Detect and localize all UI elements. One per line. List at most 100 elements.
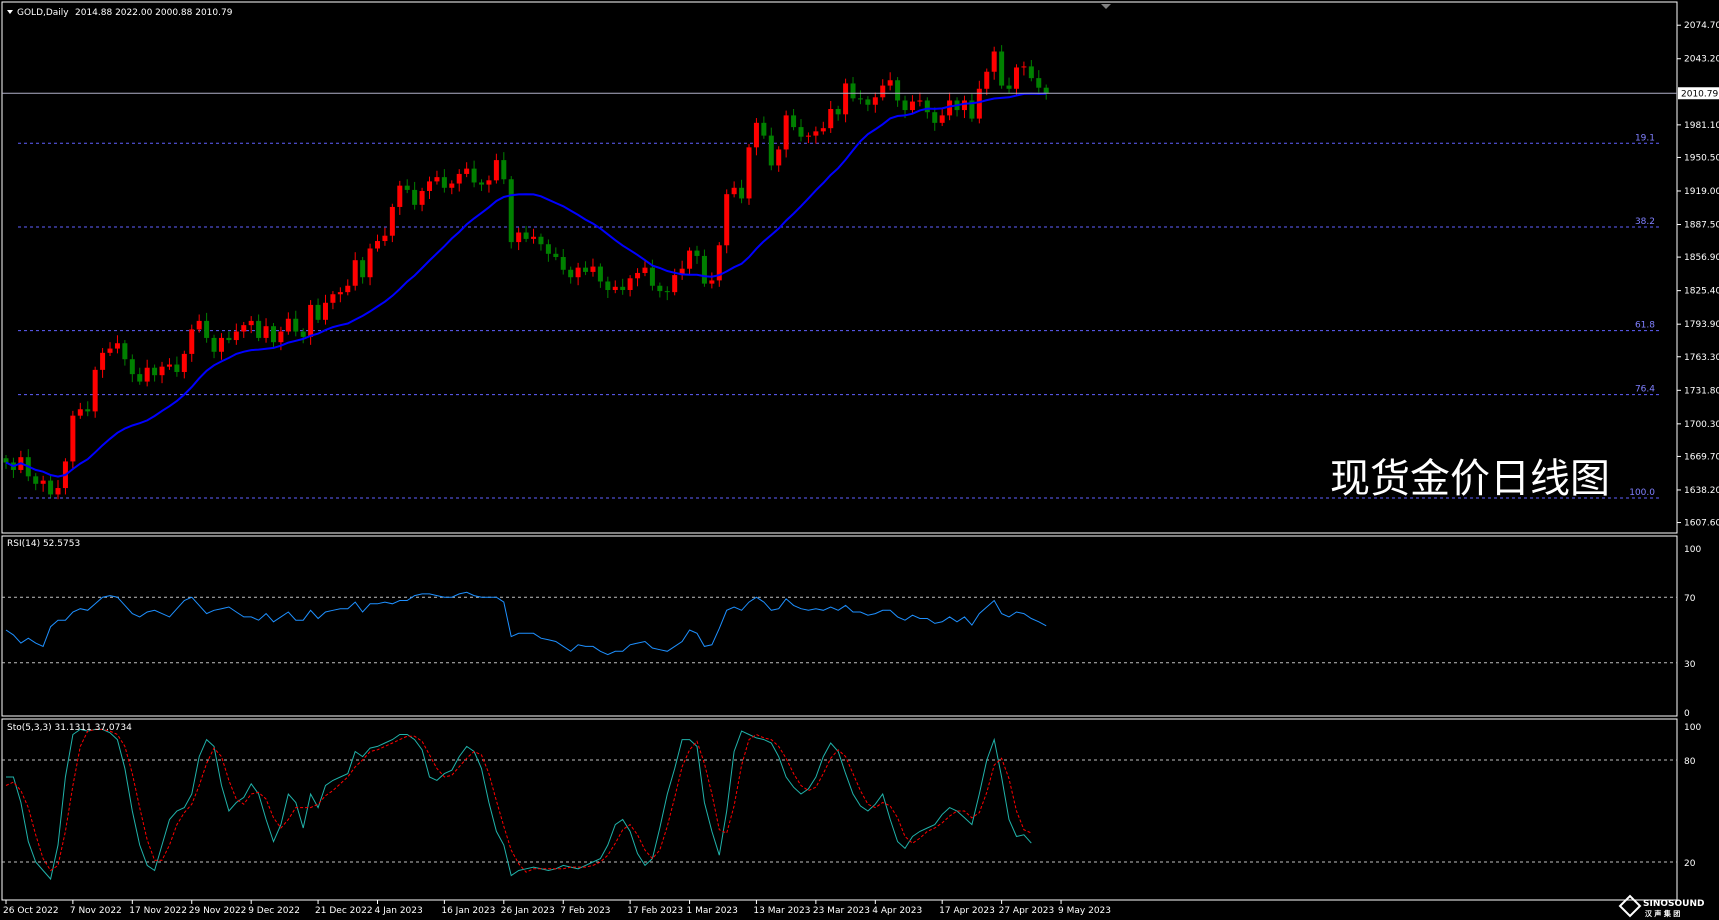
candle-body [114,343,120,349]
candle-body [196,320,202,330]
candle-body [382,235,388,242]
x-tick-label: 17 Nov 2022 [129,906,187,916]
candle-body [612,286,618,291]
x-tick-label: 27 Apr 2023 [999,906,1055,916]
candle-body [107,348,113,353]
candle-body [902,100,908,111]
x-tick-label: 23 Mar 2023 [813,906,870,916]
candle-body [939,115,945,123]
candle-body [300,331,306,337]
candle-body [843,83,849,115]
y-tick-label: 1607.60 [1684,519,1719,529]
candle-body [999,51,1005,86]
y-axis-labels: 2074.70 2043.20 1981.10 1950.50 1919.00 1887.… [1677,21,1719,869]
y-tick-label: 1763.30 [1684,353,1719,363]
candle-body [642,267,648,273]
y-tick-label: 1950.50 [1684,153,1719,163]
candle-body [724,194,730,246]
candle-body [270,326,276,343]
candle-body [211,337,217,352]
candle-body [523,232,529,239]
candle-body [218,337,224,352]
candle-body [909,101,915,111]
x-tick-label: 21 Dec 2022 [315,906,373,916]
candle-body [55,488,61,495]
y-tick-label: 2074.70 [1684,21,1719,31]
candle-body [456,173,462,184]
x-tick-label: 13 Mar 2023 [753,906,810,916]
candle-body [508,179,514,243]
candle-body [48,480,54,495]
candle-body [248,320,254,326]
candle-body [389,206,395,236]
candle-body [605,281,611,291]
stoch-tick-label: 80 [1684,757,1696,767]
candle-body [486,180,492,185]
candle-body [3,458,9,463]
sinosound-logo: SINOSOUND 汉 声 集 团 [1618,894,1704,918]
candle-body [672,275,678,293]
candle-body [1006,85,1012,89]
candle-body [449,183,455,188]
shift-marker-icon[interactable] [1101,4,1111,9]
candle-body [583,267,589,272]
candle-body [352,260,358,286]
candle-body [1036,78,1042,88]
candle-body [100,352,106,370]
candle-body [657,285,663,292]
x-tick-label: 17 Feb 2023 [627,906,683,916]
fib-label: 100.0 [1629,488,1655,498]
candle-body [716,245,722,281]
y-tick-label: 1825.40 [1684,287,1719,297]
rsi-panel-frame [1,535,1678,717]
candle-body [278,331,284,343]
rsi-tick-label: 100 [1684,545,1701,555]
candle-body [256,320,262,338]
x-tick-label: 16 Jan 2023 [441,906,495,916]
candle-body [895,80,901,101]
candle-body [1021,66,1027,68]
current-price-label: 2010.79 [1681,89,1718,99]
candle-body [330,294,336,303]
candle-body [397,185,403,207]
stochastic-layer [2,728,1677,881]
candle-body [597,266,603,282]
candle-body [991,51,997,72]
candle-body [479,182,485,185]
collapse-triangle-icon[interactable] [7,10,13,14]
moving-average-layer [5,92,1047,478]
candle-body [753,122,759,148]
candle-body [887,80,893,86]
y-tick-label: 1700.30 [1684,420,1719,430]
candle-body [798,127,804,137]
candle-body [493,160,499,181]
candle-body [441,177,447,188]
stoch-tick-label: 20 [1684,859,1696,869]
candle-body [746,147,752,199]
candle-body [961,100,967,111]
candle-body [226,337,232,341]
candle-body [694,250,700,256]
y-tick-label: 1669.70 [1684,452,1719,462]
symbol-label: GOLD,Daily [17,8,69,18]
candle-body [1013,67,1019,89]
stoch-title: Sto(5,3,3) 31.1311 37.0734 [7,723,132,733]
candle-body [568,269,574,278]
candle-body [590,266,596,272]
stoch-tick-label: 100 [1684,723,1701,733]
y-tick-label: 1638.20 [1684,486,1719,496]
candle-body [285,318,291,332]
stoch-main-line [6,728,1032,881]
candle-body [152,367,158,376]
ohlc-label: 2014.88 2022.00 2000.88 2010.79 [75,8,233,18]
rsi-tick-label: 70 [1684,594,1696,604]
rsi-layer [2,591,1677,664]
candle-body [635,272,641,279]
candle-body [159,366,165,376]
y-tick-label: 2043.20 [1684,55,1719,65]
x-tick-label: 29 Nov 2022 [189,906,247,916]
candle-body [412,189,418,205]
watermark-title: 现货金价日线图 [1330,456,1610,502]
candle-body [835,108,841,115]
